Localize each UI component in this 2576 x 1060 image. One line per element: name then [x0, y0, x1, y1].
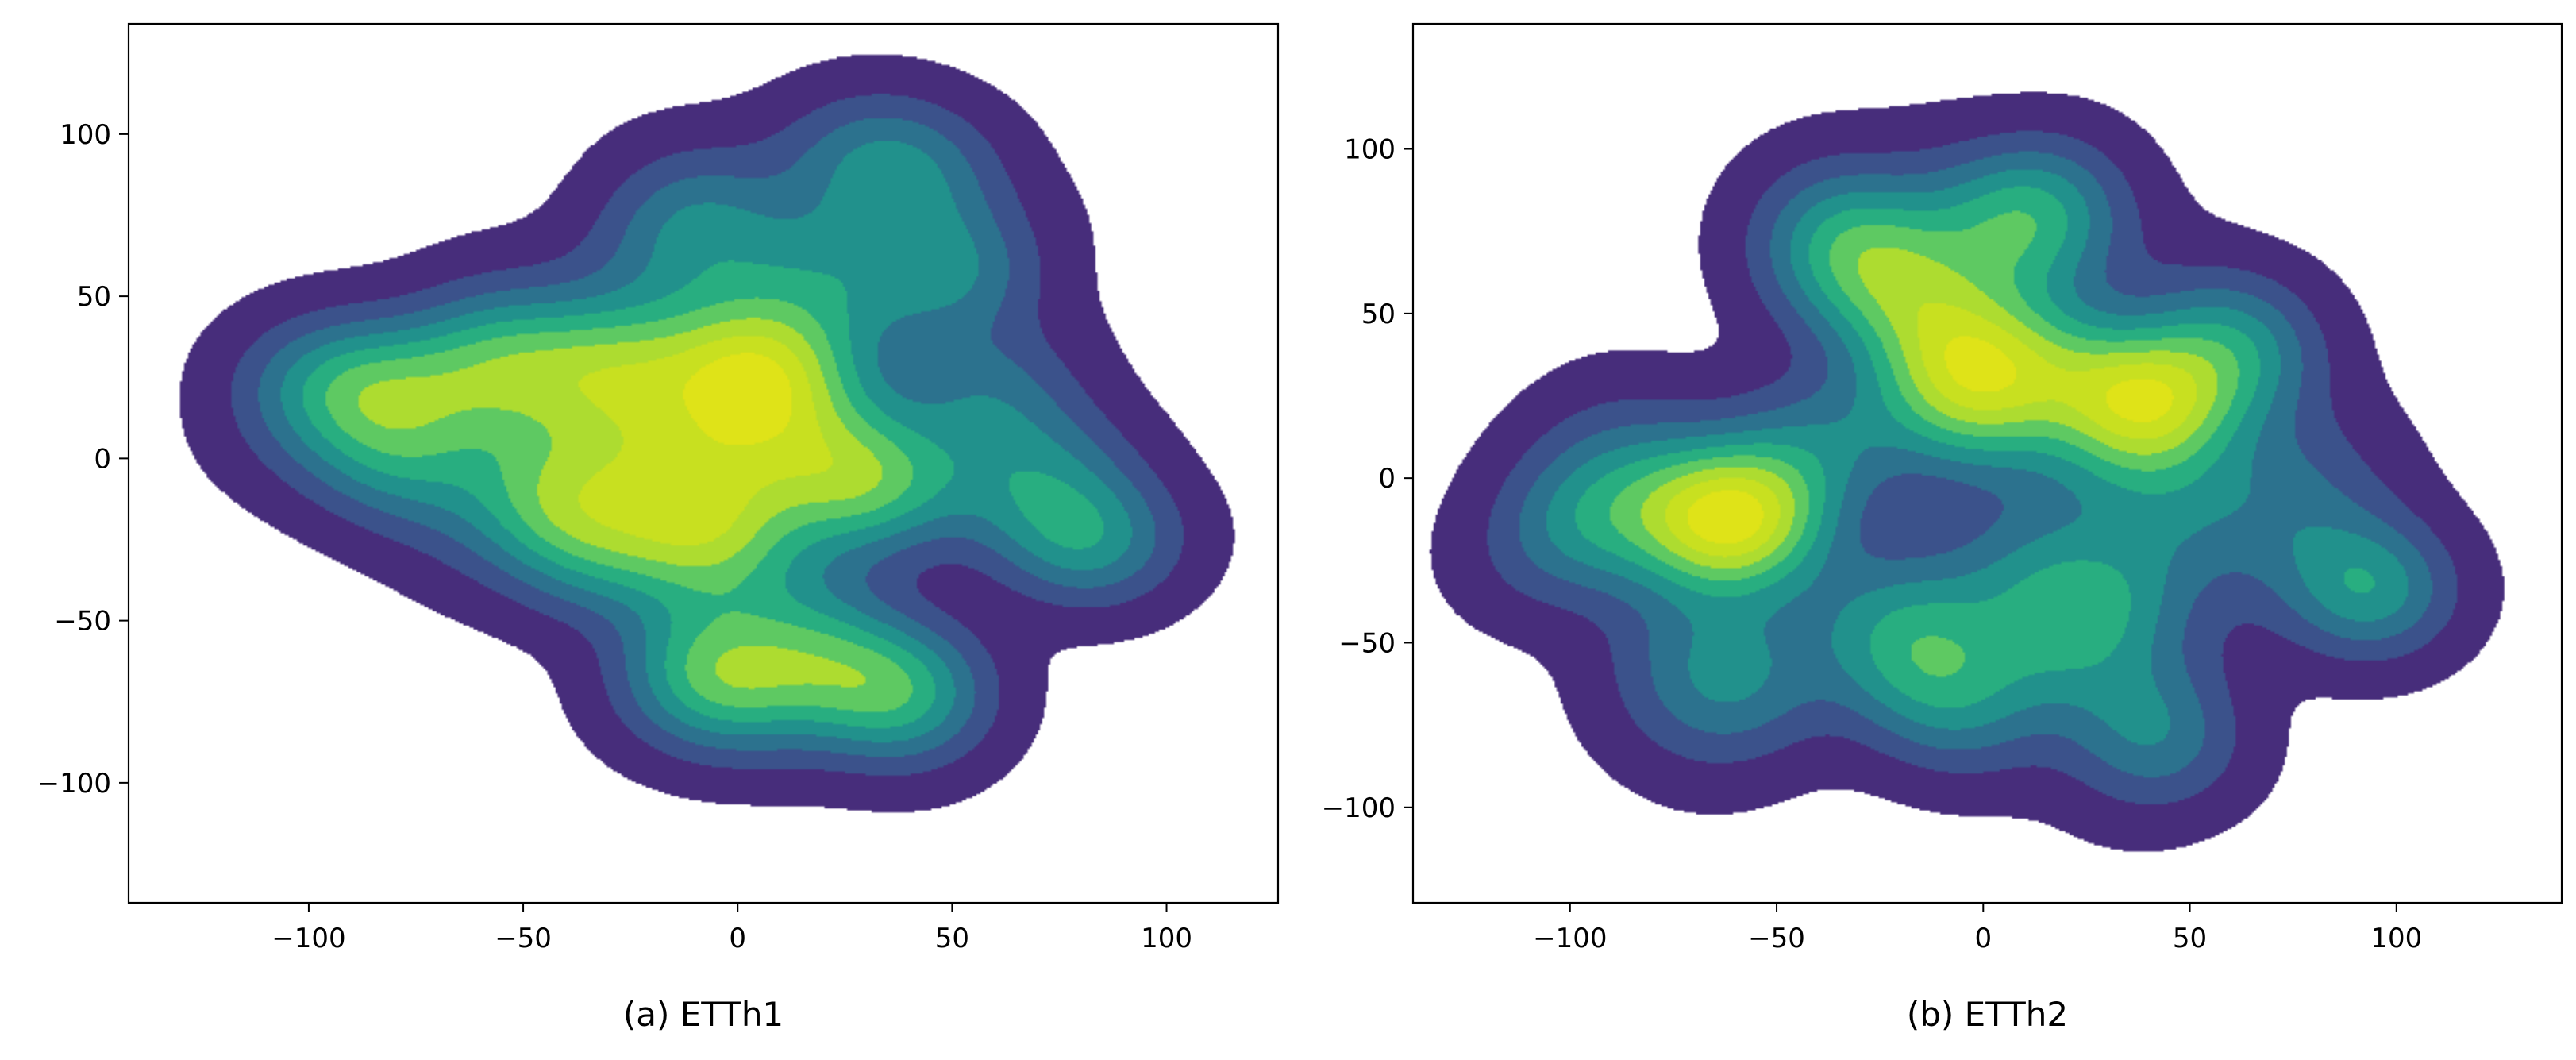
x-tick-label: −50	[495, 923, 552, 954]
density-contours	[129, 24, 1278, 903]
density-contours	[1413, 24, 2562, 903]
subplot-caption: (b) ETTh2	[1907, 995, 2068, 1034]
x-tick-label: −100	[1533, 923, 1607, 954]
x-tick-label: 0	[1974, 923, 1992, 954]
x-tick-label: 50	[2173, 923, 2207, 954]
y-tick-label: −100	[37, 768, 111, 800]
subplot-etth2: −100 −50 0 50 100 −100 −50 0 50 100 (b) ETTh2	[1322, 22, 2563, 1034]
axes-frame	[1411, 22, 2563, 904]
subplot-etth1: −100 −50 0 50 100 −100 −50 0 50 100 (a) ETTh1	[37, 22, 1280, 1034]
x-tick-label: −100	[271, 923, 345, 954]
x-tick-label: 100	[2370, 923, 2422, 954]
y-tick-label: 0	[94, 443, 111, 475]
y-tick-label: 0	[1378, 463, 1396, 495]
x-tick-label: −50	[1748, 923, 1805, 954]
y-tick-label: 50	[1361, 299, 1396, 330]
y-tick-label: −50	[54, 606, 111, 638]
x-tick-label: 50	[935, 923, 969, 954]
axes-frame	[127, 22, 1280, 904]
y-tick-label: −100	[1322, 792, 1396, 824]
y-tick-label: 100	[60, 119, 111, 151]
subplot-caption: (a) ETTh1	[623, 995, 784, 1034]
x-tick-label: 0	[729, 923, 746, 954]
y-tick-label: 100	[1344, 134, 1396, 166]
y-tick-label: −50	[1338, 627, 1396, 659]
y-tick-label: 50	[77, 281, 111, 313]
x-tick-label: 100	[1141, 923, 1192, 954]
